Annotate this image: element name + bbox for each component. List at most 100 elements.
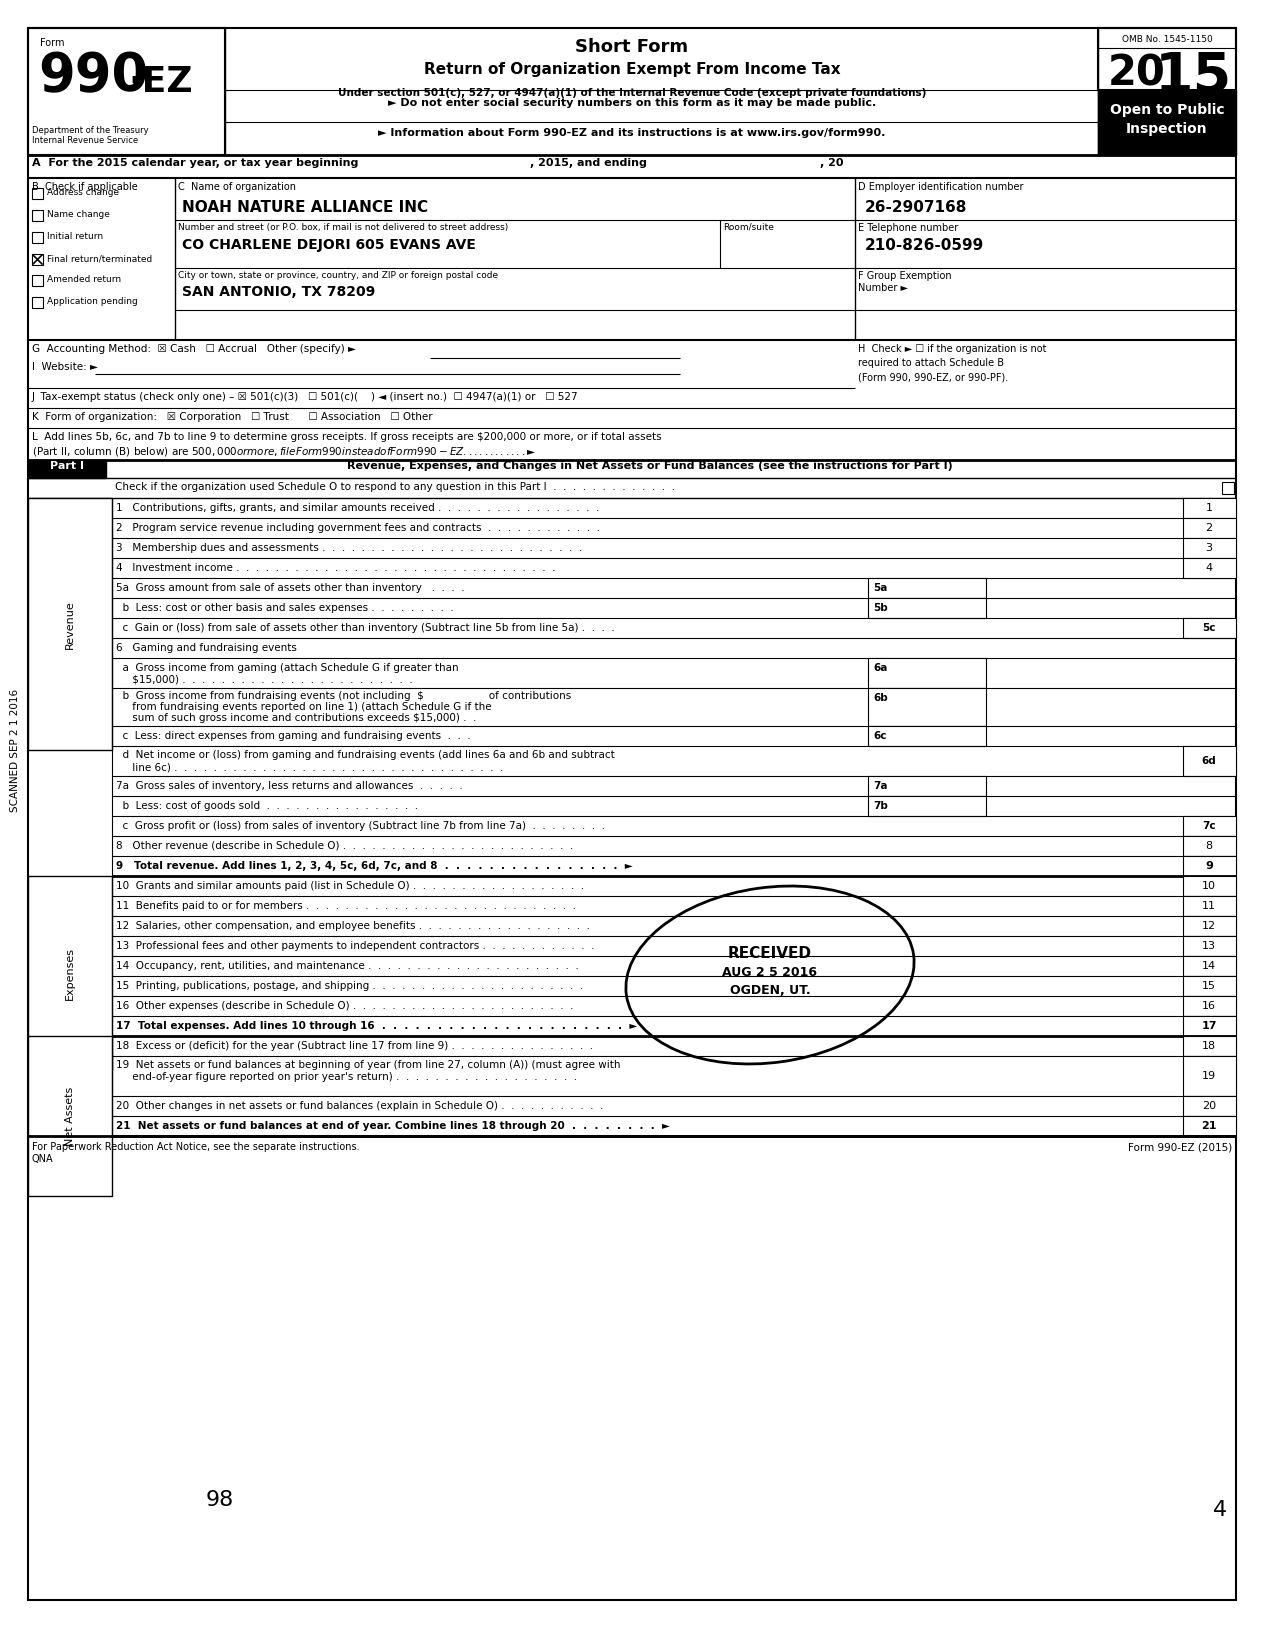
Text: 2   Program service revenue including government fees and contracts  .  .  .  . : 2 Program service revenue including gove…: [116, 523, 600, 532]
Text: 21: 21: [1201, 1122, 1217, 1131]
Text: 20  Other changes in net assets or fund balances (explain in Schedule O) .  .  .: 20 Other changes in net assets or fund b…: [116, 1101, 603, 1110]
Text: OGDEN, UT.: OGDEN, UT.: [729, 985, 810, 998]
Text: 6c: 6c: [873, 731, 886, 741]
Text: Form 990-EZ (2015): Form 990-EZ (2015): [1127, 1141, 1232, 1153]
Bar: [1183, 558, 1236, 578]
Bar: [32, 187, 43, 199]
Text: 14: 14: [1202, 961, 1216, 970]
Text: c  Gross profit or (loss) from sales of inventory (Subtract line 7b from line 7a: c Gross profit or (loss) from sales of i…: [116, 821, 605, 830]
Text: 5a  Gross amount from sale of assets other than inventory   .  .  .  .: 5a Gross amount from sale of assets othe…: [116, 583, 465, 593]
Bar: [28, 461, 106, 479]
Bar: [1183, 977, 1236, 996]
Text: Form: Form: [40, 37, 64, 47]
Bar: [1183, 837, 1236, 856]
Text: Inspection: Inspection: [1126, 122, 1208, 137]
Bar: [1183, 518, 1236, 537]
Text: Under section 501(c), 527, or 4947(a)(1) of the Internal Revenue Code (except pr: Under section 501(c), 527, or 4947(a)(1)…: [337, 88, 927, 98]
Bar: [32, 233, 43, 243]
Text: Revenue, Expenses, and Changes in Net Assets or Fund Balances (see the instructi: Revenue, Expenses, and Changes in Net As…: [348, 461, 953, 470]
Text: Address change: Address change: [47, 187, 119, 197]
Text: Final return/terminated: Final return/terminated: [47, 254, 152, 264]
Text: 1   Contributions, gifts, grants, and similar amounts received .  .  .  .  .  . : 1 Contributions, gifts, grants, and simi…: [116, 503, 599, 513]
Text: City or town, state or province, country, and ZIP or foreign postal code: City or town, state or province, country…: [178, 270, 498, 280]
Bar: [32, 275, 43, 287]
Text: Internal Revenue Service: Internal Revenue Service: [32, 137, 138, 145]
Bar: [1183, 1096, 1236, 1117]
Bar: [28, 28, 225, 155]
Text: C  Name of organization: C Name of organization: [178, 182, 296, 192]
Bar: [868, 578, 986, 597]
Text: 16: 16: [1202, 1001, 1216, 1011]
Text: from fundraising events reported on line 1) (attach Schedule G if the: from fundraising events reported on line…: [116, 702, 492, 711]
Text: 15: 15: [1202, 982, 1216, 991]
Bar: [28, 876, 112, 1070]
Text: Net Assets: Net Assets: [64, 1086, 75, 1146]
Text: 98: 98: [206, 1490, 234, 1511]
Bar: [32, 210, 43, 221]
Text: 6b: 6b: [873, 694, 887, 703]
Text: 7a  Gross sales of inventory, less returns and allowances  .  .  .  .  .: 7a Gross sales of inventory, less return…: [116, 781, 463, 791]
Text: 8: 8: [1206, 842, 1212, 851]
Text: A  For the 2015 calendar year, or tax year beginning: A For the 2015 calendar year, or tax yea…: [32, 158, 359, 168]
Text: 5b: 5b: [873, 602, 887, 614]
Bar: [28, 1035, 112, 1197]
Text: J  Tax-exempt status (check only one) – ☒ 501(c)(3)   ☐ 501(c)(    ) ◄ (insert n: J Tax-exempt status (check only one) – ☒…: [32, 392, 579, 402]
Text: 7c: 7c: [1202, 821, 1216, 830]
Text: Revenue: Revenue: [64, 601, 75, 650]
Bar: [1183, 619, 1236, 638]
Text: Part I: Part I: [51, 461, 83, 470]
Text: b  Less: cost or other basis and sales expenses .  .  .  .  .  .  .  .  .: b Less: cost or other basis and sales ex…: [116, 602, 454, 614]
Text: Name change: Name change: [47, 210, 110, 220]
Text: K  Form of organization:   ☒ Corporation   ☐ Trust      ☐ Association   ☐ Other: K Form of organization: ☒ Corporation ☐ …: [32, 412, 432, 422]
Text: 10: 10: [1202, 881, 1216, 891]
Text: 1: 1: [1206, 503, 1212, 513]
Bar: [28, 498, 112, 751]
Text: Return of Organization Exempt From Income Tax: Return of Organization Exempt From Incom…: [423, 62, 841, 77]
Text: Expenses: Expenses: [64, 946, 75, 1000]
Text: 10  Grants and similar amounts paid (list in Schedule O) .  .  .  .  .  .  .  . : 10 Grants and similar amounts paid (list…: [116, 881, 584, 891]
Text: Amended return: Amended return: [47, 275, 121, 283]
Text: 26-2907168: 26-2907168: [865, 200, 967, 215]
Text: AUG 2 5 2016: AUG 2 5 2016: [723, 967, 818, 980]
Text: 13  Professional fees and other payments to independent contractors .  .  .  .  : 13 Professional fees and other payments …: [116, 941, 594, 951]
Text: L  Add lines 5b, 6c, and 7b to line 9 to determine gross receipts. If gross rece: L Add lines 5b, 6c, and 7b to line 9 to …: [32, 431, 661, 441]
Bar: [1183, 746, 1236, 777]
Text: 7a: 7a: [873, 781, 887, 791]
Text: I  Website: ►: I Website: ►: [32, 361, 99, 373]
Text: 17: 17: [1201, 1021, 1217, 1031]
Text: 5a: 5a: [873, 583, 887, 593]
Text: OMB No. 1545-1150: OMB No. 1545-1150: [1121, 34, 1212, 44]
Text: c  Gain or (loss) from sale of assets other than inventory (Subtract line 5b fro: c Gain or (loss) from sale of assets oth…: [116, 624, 614, 633]
Text: 9: 9: [1205, 861, 1213, 871]
Text: 4   Investment income .  .  .  .  .  .  .  .  .  .  .  .  .  .  .  .  .  .  .  .: 4 Investment income . . . . . . . . . . …: [116, 563, 555, 573]
Bar: [1183, 856, 1236, 876]
Text: Check if the organization used Schedule O to respond to any question in this Par: Check if the organization used Schedule …: [115, 482, 675, 492]
Text: 17  Total expenses. Add lines 10 through 16  .  .  .  .  .  .  .  .  .  .  .  . : 17 Total expenses. Add lines 10 through …: [116, 1021, 637, 1031]
Text: 19  Net assets or fund balances at beginning of year (from line 27, column (A)) : 19 Net assets or fund balances at beginn…: [116, 1060, 621, 1070]
Text: 21  Net assets or fund balances at end of year. Combine lines 18 through 20  .  : 21 Net assets or fund balances at end of…: [116, 1122, 670, 1131]
Text: c  Less: direct expenses from gaming and fundraising events  .  .  .: c Less: direct expenses from gaming and …: [116, 731, 470, 741]
Bar: [1183, 498, 1236, 518]
Text: Number and street (or P.O. box, if mail is not delivered to street address): Number and street (or P.O. box, if mail …: [178, 223, 508, 233]
Text: 3   Membership dues and assessments .  .  .  .  .  .  .  .  .  .  .  .  .  .  . : 3 Membership dues and assessments . . . …: [116, 544, 583, 554]
Text: 6a: 6a: [873, 663, 887, 672]
Bar: [868, 597, 986, 619]
Text: Open to Public: Open to Public: [1110, 103, 1225, 117]
Text: 13: 13: [1202, 941, 1216, 951]
Bar: [1183, 1035, 1236, 1057]
Bar: [1183, 1117, 1236, 1136]
Bar: [1183, 1016, 1236, 1035]
Text: For Paperwork Reduction Act Notice, see the separate instructions.: For Paperwork Reduction Act Notice, see …: [32, 1141, 360, 1153]
Text: 5c: 5c: [1202, 624, 1216, 633]
Bar: [1183, 876, 1236, 895]
Bar: [868, 658, 986, 689]
Text: line 6c) .  .  .  .  .  .  .  .  .  .  .  .  .  .  .  .  .  .  .  .  .  .  .  . : line 6c) . . . . . . . . . . . . . . . .…: [116, 762, 503, 772]
Text: 16  Other expenses (describe in Schedule O) .  .  .  .  .  .  .  .  .  .  .  .  : 16 Other expenses (describe in Schedule …: [116, 1001, 574, 1011]
Text: b  Gross income from fundraising events (not including  $                    of : b Gross income from fundraising events (…: [116, 690, 571, 702]
Bar: [32, 296, 43, 308]
Text: E Telephone number: E Telephone number: [858, 223, 958, 233]
Bar: [868, 777, 986, 796]
Text: sum of such gross income and contributions exceeds $15,000) .  .: sum of such gross income and contributio…: [116, 713, 477, 723]
Text: 6d: 6d: [1202, 755, 1216, 767]
Text: a  Gross income from gaming (attach Schedule G if greater than: a Gross income from gaming (attach Sched…: [116, 663, 459, 672]
